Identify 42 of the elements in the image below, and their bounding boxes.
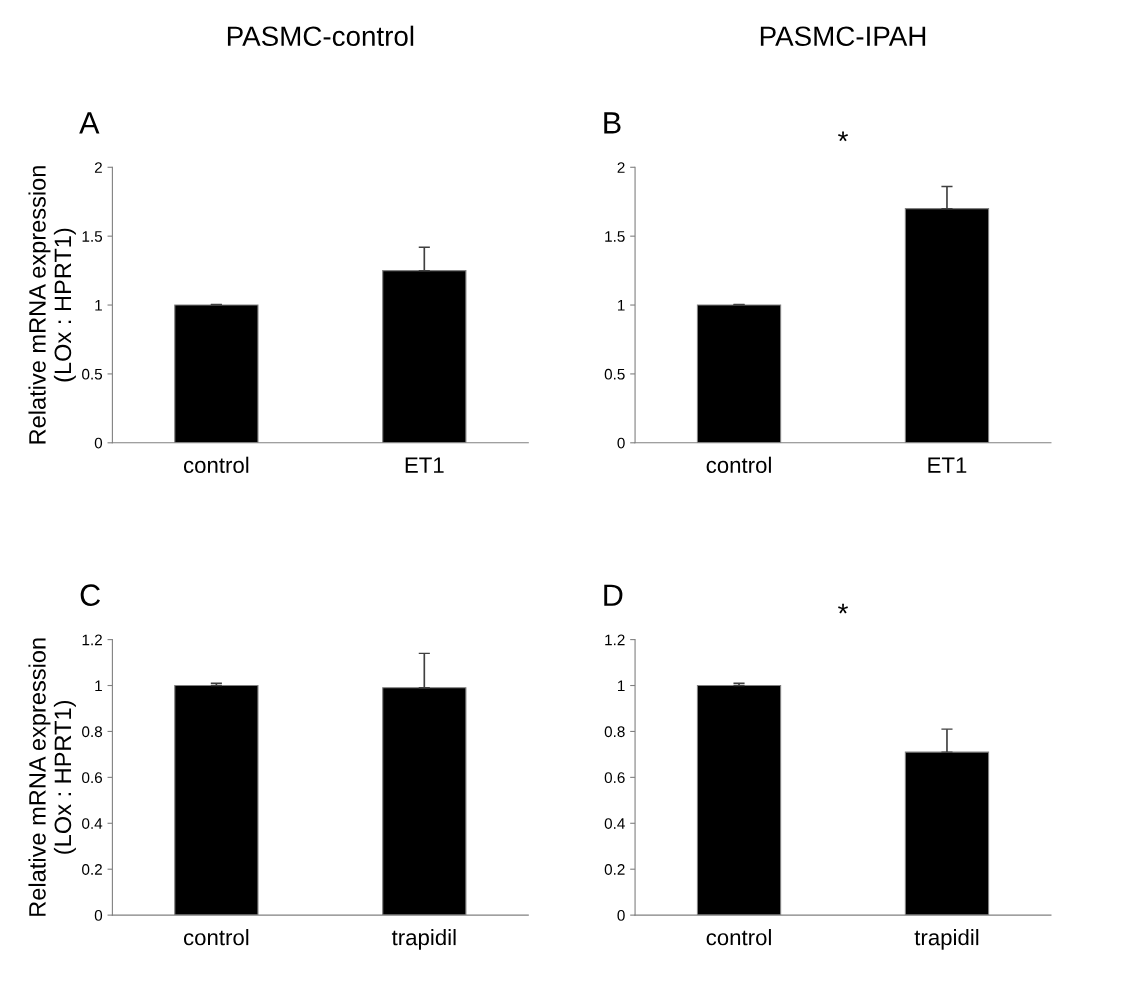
y-tick-label: 1.2 (82, 634, 102, 646)
y-tick-label: 0.8 (82, 726, 103, 738)
y-tick-label: 0.5 (82, 368, 103, 380)
y-tick-label: 0 (617, 437, 625, 449)
y-tick-label: 1.5 (82, 231, 103, 242)
y-tick-label: 0 (94, 437, 103, 449)
chart-title: B (604, 112, 621, 134)
y-tick-label: 0.4 (82, 818, 103, 829)
y-tick-label: 0.2 (82, 864, 102, 875)
x-tick-label: control (706, 456, 771, 474)
y-tick-label: 1 (618, 680, 625, 692)
y-tick-label: 0.6 (82, 772, 103, 784)
y-tick-label: 0.8 (604, 726, 625, 738)
x-tick-label: trapidil (914, 929, 979, 950)
y-tick-label: 2 (617, 162, 625, 173)
x-tick-label: control (706, 929, 771, 946)
chart-title: D (604, 584, 623, 606)
x-tick-label: control (183, 456, 249, 474)
text: * (838, 603, 848, 614)
x-tick-label: trapidil (391, 929, 456, 950)
chart-title: A (79, 112, 100, 134)
y-tick-label: 0.4 (604, 818, 625, 829)
y-tick-label: 0 (617, 909, 625, 921)
x-tick-label: ET1 (405, 457, 444, 473)
chart-subtitle: PASMC-control (227, 25, 414, 47)
y-tick-label: 1.2 (605, 634, 625, 646)
x-tick-label: control (183, 929, 249, 946)
chart-subtitle: PASMC-IPAH (760, 26, 926, 47)
y-tick-label: 1 (618, 300, 625, 311)
y-axis-title: Relative mRNA expression (LOx : HPRT1) (28, 638, 76, 916)
y-tick-label: 0 (94, 909, 103, 921)
x-tick-label: ET1 (928, 457, 967, 473)
y-tick-label: 1 (95, 300, 102, 311)
y-axis-title: Relative mRNA expression (LOx : HPRT1) (28, 166, 76, 444)
text: * (838, 131, 848, 142)
y-tick-label: 0.5 (604, 368, 625, 380)
y-tick-label: 1.5 (605, 231, 625, 242)
y-tick-label: 1 (95, 680, 102, 692)
y-tick-label: 0.2 (604, 864, 625, 875)
y-tick-label: 0.6 (604, 772, 625, 784)
y-tick-label: 2 (94, 162, 102, 173)
chart-title: C (80, 584, 101, 607)
